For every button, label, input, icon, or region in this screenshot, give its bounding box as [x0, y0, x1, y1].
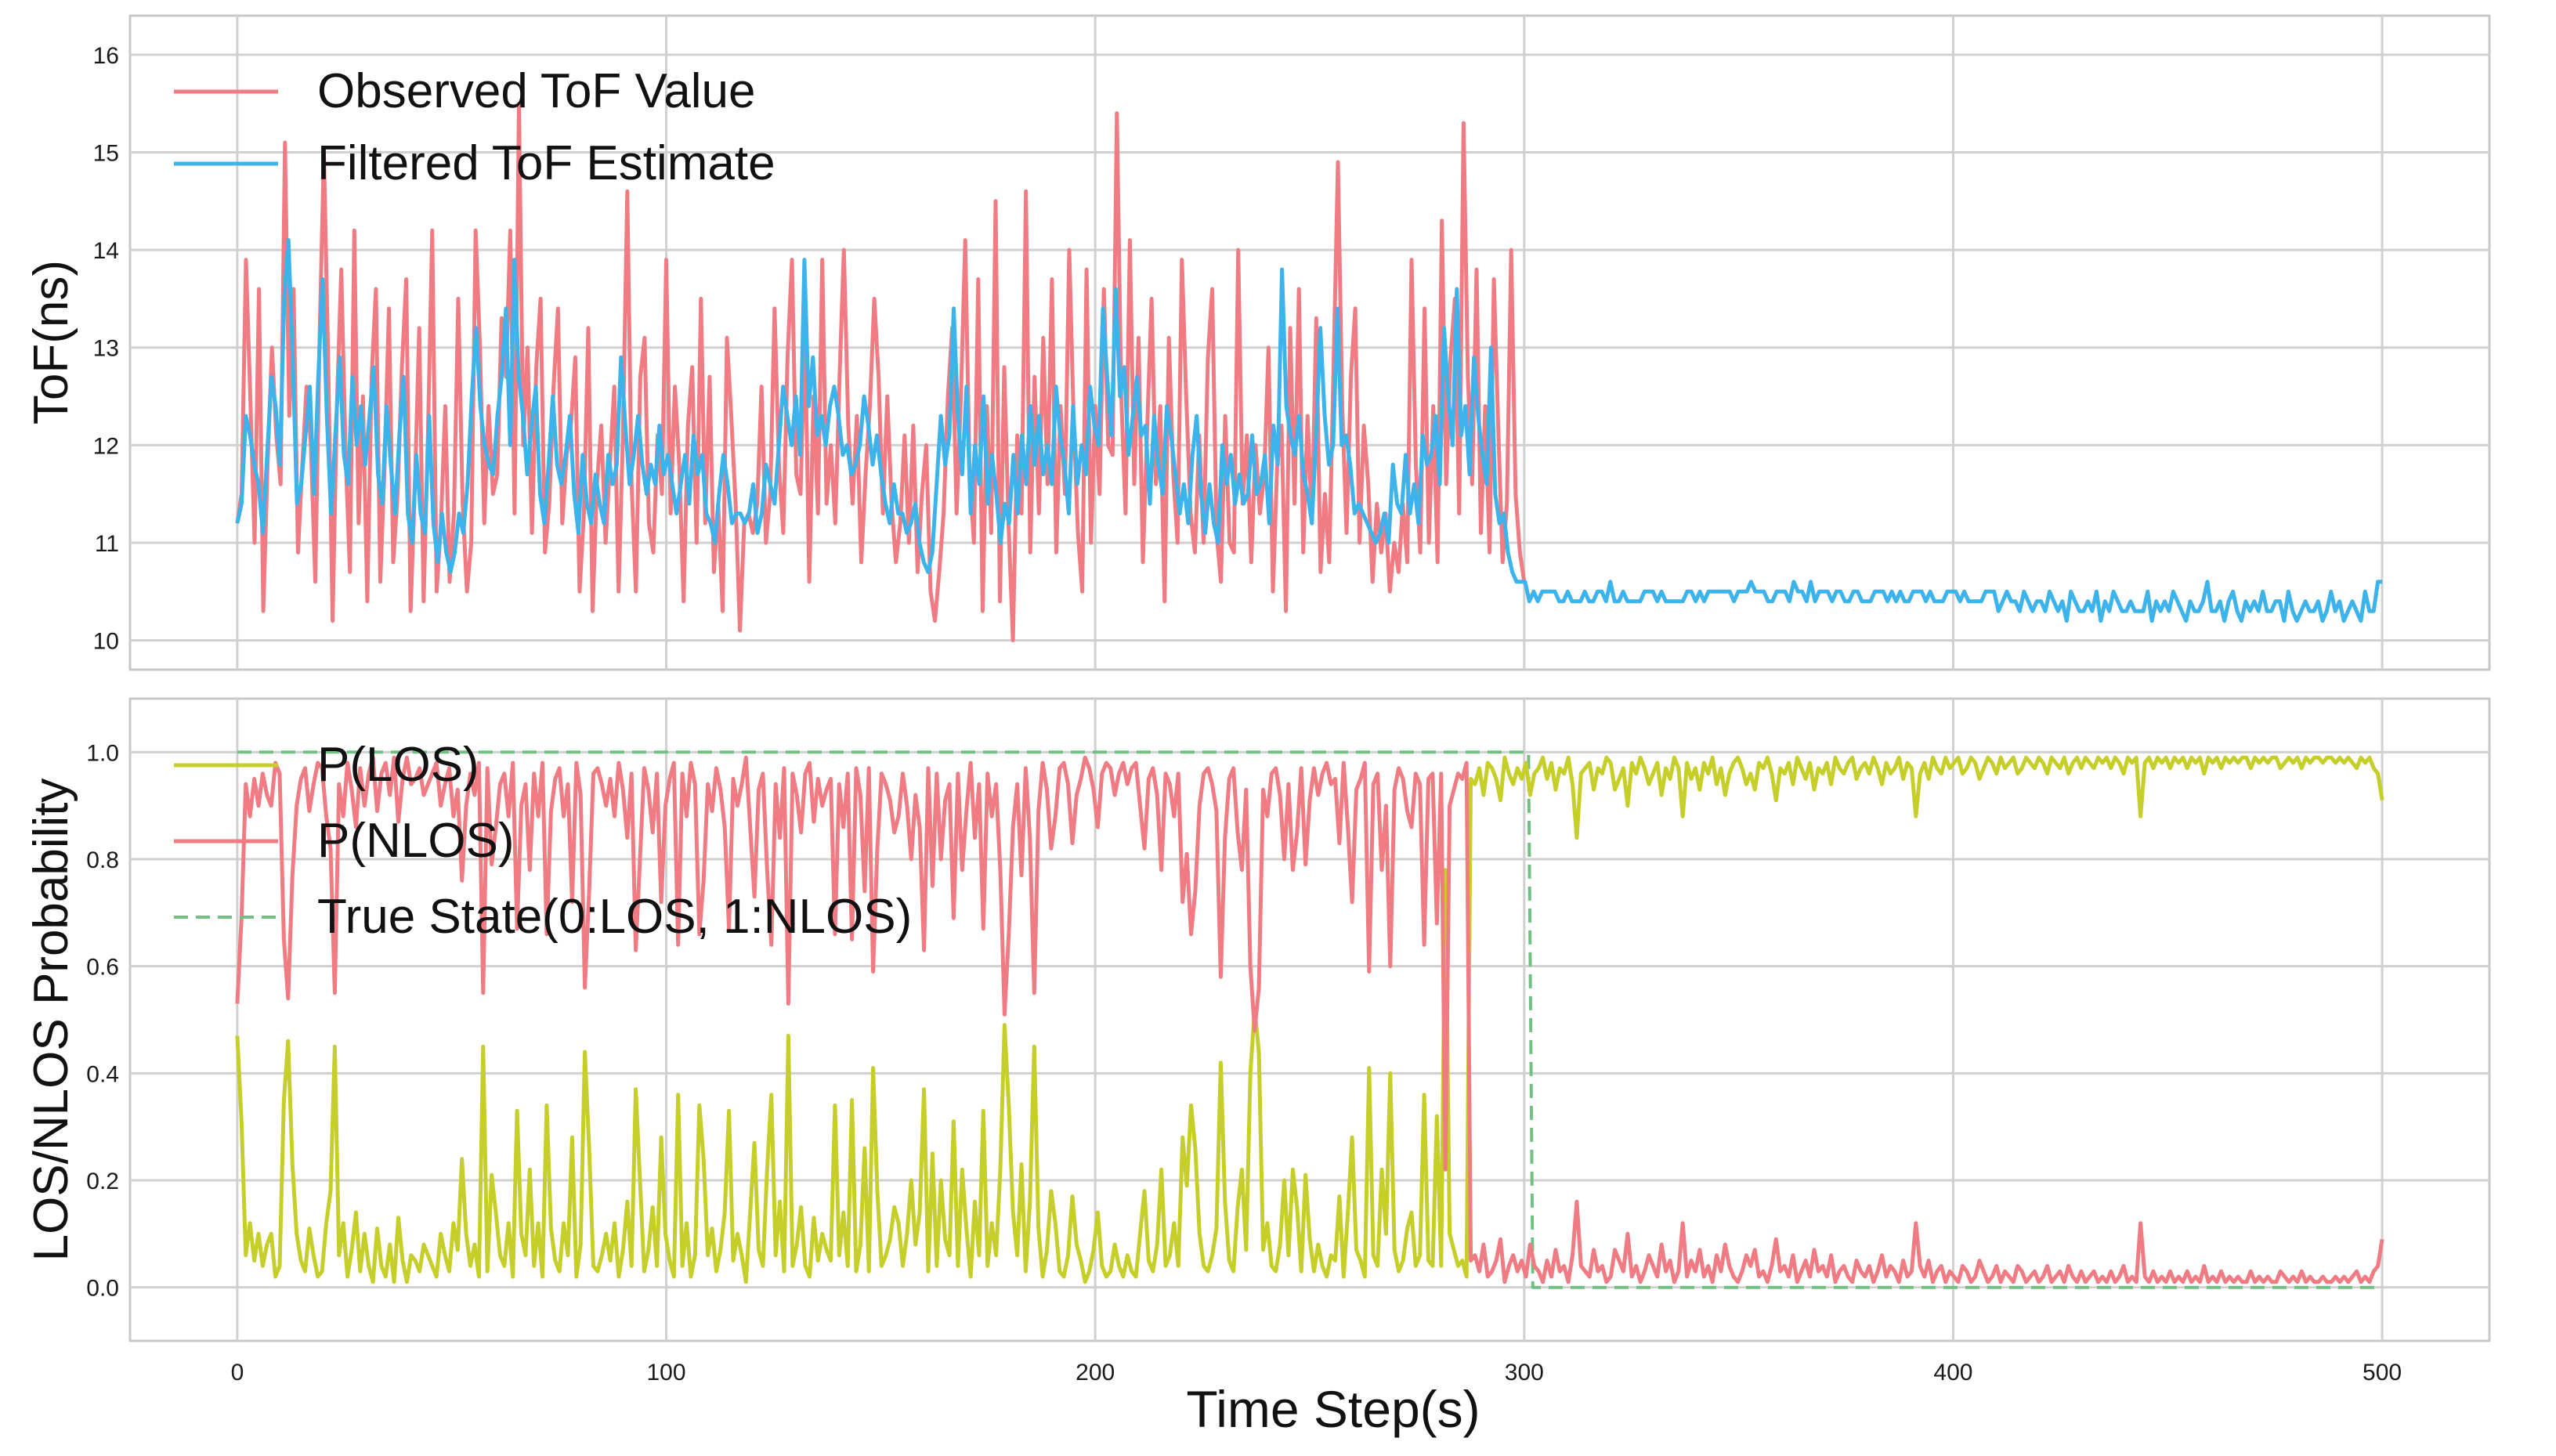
bottom-y-tick-label: 0.6: [86, 955, 119, 981]
x-axis-label: Time Step(s): [1186, 1380, 1480, 1438]
bottom-legend-label: P(NLOS): [317, 814, 514, 868]
bottom-y-tick-label: 0.0: [86, 1276, 119, 1302]
top-legend-label: Filtered ToF Estimate: [317, 136, 775, 190]
bottom-y-tick-label: 0.2: [86, 1169, 119, 1194]
top-y-tick-label: 12: [93, 433, 119, 459]
bottom-y-tick-label: 1.0: [86, 740, 119, 766]
x-tick-label: 500: [2363, 1360, 2402, 1386]
x-tick-label: 100: [647, 1360, 686, 1386]
bottom-y-axis-label: LOS/NLOS Probability: [24, 779, 78, 1262]
bottom-legend-label: P(LOS): [317, 738, 479, 792]
bottom-legend-label: True State(0:LOS, 1:NLOS): [317, 890, 912, 944]
bottom-y-ticks: 0.0 0.2 0.4 0.6 0.8 1.0: [86, 740, 119, 1301]
chart-figure: 10 11 12 13 14 15 16 ToF(ns) Observed ToF Valu…: [0, 0, 2556, 1456]
top-y-tick-label: 10: [93, 629, 119, 655]
top-y-tick-label: 15: [93, 140, 119, 166]
x-tick-label: 300: [1505, 1360, 1544, 1386]
top-y-tick-label: 13: [93, 336, 119, 362]
top-panel: 10 11 12 13 14 15 16 ToF(ns) Observed ToF Valu…: [24, 16, 2489, 670]
x-tick-label: 200: [1076, 1360, 1115, 1386]
bottom-panel: 0.0 0.2 0.4 0.6 0.8 1.0 0 100 200 300 400 500 LOS/…: [24, 699, 2489, 1438]
bottom-y-tick-label: 0.8: [86, 847, 119, 873]
top-y-ticks: 10 11 12 13 14 15 16: [93, 43, 119, 655]
top-y-tick-label: 14: [93, 238, 119, 264]
x-tick-label: 400: [1933, 1360, 1972, 1386]
top-y-tick-label: 16: [93, 43, 119, 69]
top-y-tick-label: 11: [95, 531, 119, 557]
top-y-axis-label: ToF(ns): [24, 260, 78, 425]
bottom-y-tick-label: 0.4: [86, 1061, 119, 1087]
x-tick-label: 0: [231, 1360, 244, 1386]
top-legend-label: Observed ToF Value: [317, 64, 755, 118]
